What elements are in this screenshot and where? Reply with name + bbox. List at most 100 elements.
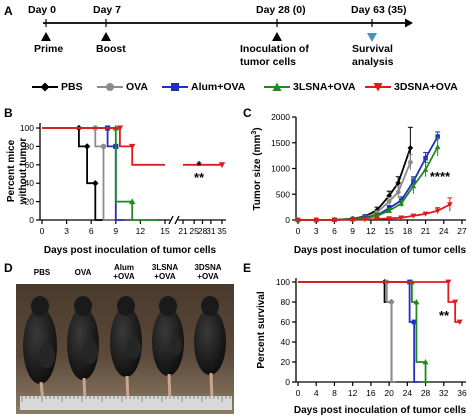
chart-c-y-tick-label: 0: [285, 215, 290, 225]
chart-b-x-label: Days post inoculation of tumor cells: [44, 245, 217, 256]
legend-3dsna-icon: [365, 83, 391, 92]
chart-c-y-label-text: Tumor size (mm: [252, 135, 263, 211]
chart-c-point-3dsna-ova: [447, 202, 453, 208]
chart-c-series-line-alum-ova: [298, 136, 439, 221]
legend-ova-label: OVA: [126, 81, 148, 93]
chart-c-point-pbs: [374, 207, 380, 214]
mouse-3lsna: [152, 296, 184, 403]
chart-b-x-tick-label: 28: [198, 226, 208, 236]
chart-c-point-ova: [395, 189, 401, 195]
chart-b-axis-break-left: [168, 215, 174, 225]
mouse-label-ova-text: OVA: [74, 268, 92, 277]
chart-e-annotation: **: [439, 308, 450, 323]
chart-b-y-tick-label: 60: [25, 160, 35, 170]
timeline-survival-line1: Survival: [352, 43, 393, 55]
legend-3dsna-label: 3DSNA+OVA: [394, 81, 458, 93]
panel-letter-d: D: [4, 261, 13, 275]
chart-e-x-tick-label: 4: [314, 388, 319, 398]
chart-e-x-tick-label: 28: [421, 388, 431, 398]
chart-c-y-tick-label: 500: [276, 189, 290, 199]
chart-c-point-3dsna-ova: [434, 208, 441, 214]
chart-e-point-3dsna-ova: [456, 319, 463, 325]
mouse-label-pbs: PBS: [24, 268, 60, 277]
chart-c-y-label-close: ): [252, 127, 263, 130]
chart-b-annotation-star: *: [196, 158, 202, 173]
legend-item-ova: OVA: [97, 80, 148, 94]
chart-b-series-line-3lsna-ova: [42, 127, 157, 221]
chart-c-tumor-size: 0 500 1000 1500 2000 0 3 6 9 12 15 18 21 24 27 **** Da…: [251, 112, 467, 256]
chart-b-point-3dsna-ova: [218, 162, 226, 168]
chart-b-point-3lsna-ova: [129, 198, 136, 205]
chart-e-y-tick-label: 20: [281, 357, 291, 367]
chart-c-x-tick-label: 6: [332, 226, 337, 236]
chart-b-series-line-alum-ova: [42, 127, 124, 221]
mouse-3dsna: [194, 296, 226, 403]
chart-c-point-3dsna-ova: [386, 216, 392, 222]
ruler: [20, 396, 232, 410]
inoculation-marker: [272, 32, 282, 41]
panel-letter-a: A: [4, 4, 13, 18]
chart-e-x-tick-label: 12: [348, 388, 358, 398]
chart-c-y-label-superscript: 3: [251, 131, 258, 135]
legend-pbs-label: PBS: [61, 81, 83, 93]
chart-c-x-tick-label: 24: [439, 226, 449, 236]
timeline-day7: Day 7: [93, 4, 122, 16]
panel-letter-e: E: [243, 261, 252, 275]
chart-e-series-line-3dsna-ova: [298, 281, 460, 323]
chart-b-y-tick-label: 100: [20, 123, 34, 133]
chart-c-point-3dsna-ova: [349, 217, 356, 223]
chart-c-point-3lsna-ova: [434, 144, 441, 150]
chart-b-annotation-double-star: **: [194, 170, 205, 185]
chart-b-y-tick-label: 80: [25, 141, 35, 151]
mouse-label-alum: Alum +OVA: [106, 263, 142, 281]
chart-c-x-tick-label: 15: [384, 226, 394, 236]
chart-e-x-tick-label: 16: [366, 388, 376, 398]
legend-alum-icon: [162, 83, 188, 91]
chart-c-point-ova: [407, 159, 413, 165]
chart-c-series-line-pbs: [298, 147, 412, 221]
chart-c-point-pbs: [386, 192, 392, 199]
mouse-label-3dsna: 3DSNA +OVA: [188, 263, 228, 281]
chart-c-x-tick-label: 27: [457, 226, 467, 236]
chart-e-series-line-alum-ova: [298, 281, 419, 383]
chart-c-y-label: Tumor size (mm3): [251, 127, 263, 210]
chart-e-percent-survival: 0 20 40 60 80 100 0 4 8 12 16 20 24 28 32 36 ** Days po…: [256, 277, 467, 416]
chart-e-point-3lsna-ova: [413, 299, 420, 305]
chart-c-x-tick-label: 0: [296, 226, 301, 236]
chart-c-point-3dsna-ova: [422, 211, 429, 217]
chart-c-point-3dsna-ova: [398, 215, 405, 221]
chart-e-x-tick-label: 32: [439, 388, 449, 398]
chart-c-x-label: Days post inoculation of tumor cells: [294, 245, 467, 256]
chart-c-x-tick-label: 21: [421, 226, 431, 236]
chart-c-series-line-3dsna-ova: [298, 203, 451, 221]
legend-item-3lsna: 3LSNA+OVA: [264, 80, 356, 94]
mouse-label-pbs-text: PBS: [33, 268, 51, 277]
chart-c-point-3dsna-ova: [331, 217, 338, 223]
legend-pbs-icon: [32, 82, 58, 92]
chart-e-x-tick-label: 20: [384, 388, 394, 398]
chart-c-point-3lsna-ova: [386, 207, 392, 213]
legend-item-pbs: PBS: [32, 80, 83, 94]
mouse-label-alum-line1: Alum: [114, 263, 134, 272]
legend-alum-label: Alum+OVA: [191, 81, 246, 93]
boost-marker: [101, 32, 111, 41]
timeline-inoculation-label: Inoculation of tumor cells: [240, 43, 309, 69]
chart-b-y-tick-label: 20: [25, 197, 35, 207]
chart-e-series-line-pbs: [298, 281, 396, 383]
chart-c-series-line-ova: [298, 161, 412, 221]
chart-c-point-3dsna-ova: [362, 217, 368, 223]
chart-c-point-pbs: [407, 145, 414, 151]
timeline-survival-line2: analysis: [352, 56, 394, 68]
timeline-day28: Day 28 (0): [256, 4, 306, 16]
mouse-pbs: [23, 296, 57, 403]
chart-c-x-tick-label: 12: [366, 226, 376, 236]
legend-3lsna-icon: [264, 82, 290, 91]
mouse-label-ova: OVA: [65, 268, 101, 277]
chart-b-y-tick-label: 0: [29, 215, 34, 225]
chart-b-x-tick-label: 15: [160, 226, 170, 236]
chart-e-y-tick-label: 60: [281, 317, 291, 327]
chart-e-y-tick-label: 40: [281, 337, 291, 347]
chart-e-point-3dsna-ova: [452, 299, 459, 305]
chart-c-point-alum-ova: [435, 134, 440, 139]
chart-c-y-tick-label: 2000: [271, 112, 290, 122]
